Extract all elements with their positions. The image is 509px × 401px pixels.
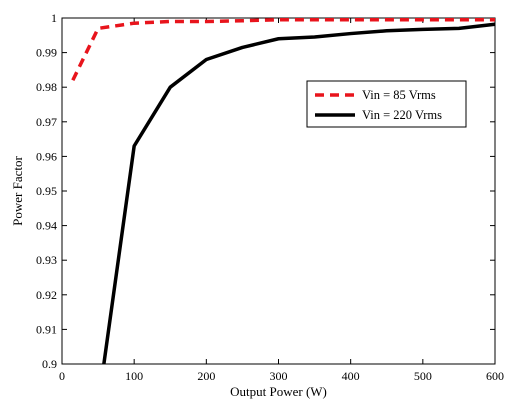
y-tick-label: 0.98 <box>36 80 57 94</box>
x-tick-label: 300 <box>270 369 288 383</box>
y-tick-label: 1 <box>51 11 57 25</box>
y-tick-label: 0.93 <box>36 253 57 267</box>
legend-label-220vrms: Vin = 220 Vrms <box>362 108 442 122</box>
series-line-220vrms <box>102 22 496 365</box>
y-tick-label: 0.95 <box>36 184 57 198</box>
y-tick-label: 0.94 <box>36 219 57 233</box>
legend-label-85vrms: Vin = 85 Vrms <box>362 88 436 102</box>
x-axis-title: Output Power (W) <box>230 384 327 399</box>
legend: Vin = 85 Vrms Vin = 220 Vrms <box>306 80 467 128</box>
y-tick-label: 0.99 <box>36 46 57 60</box>
legend-box <box>306 80 467 128</box>
x-tick-label: 400 <box>342 369 360 383</box>
y-axis-ticks: 0.9 0.91 0.92 0.93 0.94 0.95 0.96 0.97 0.98 0.99 1 <box>36 11 495 371</box>
y-axis-title: Power Factor <box>10 155 25 225</box>
y-tick-label: 0.9 <box>42 357 57 371</box>
y-tick-label: 0.92 <box>36 288 57 302</box>
series-line-85vrms <box>71 17 495 82</box>
x-tick-label: 100 <box>125 369 143 383</box>
x-tick-label: 200 <box>197 369 215 383</box>
y-tick-label: 0.91 <box>36 322 57 336</box>
x-tick-label: 500 <box>414 369 432 383</box>
x-axis-ticks: 0 100 200 300 400 500 600 <box>59 18 504 383</box>
x-tick-label: 600 <box>486 369 504 383</box>
y-tick-label: 0.97 <box>36 115 57 129</box>
y-tick-label: 0.96 <box>36 149 57 163</box>
series-layer <box>71 17 496 365</box>
x-tick-label: 0 <box>59 369 65 383</box>
